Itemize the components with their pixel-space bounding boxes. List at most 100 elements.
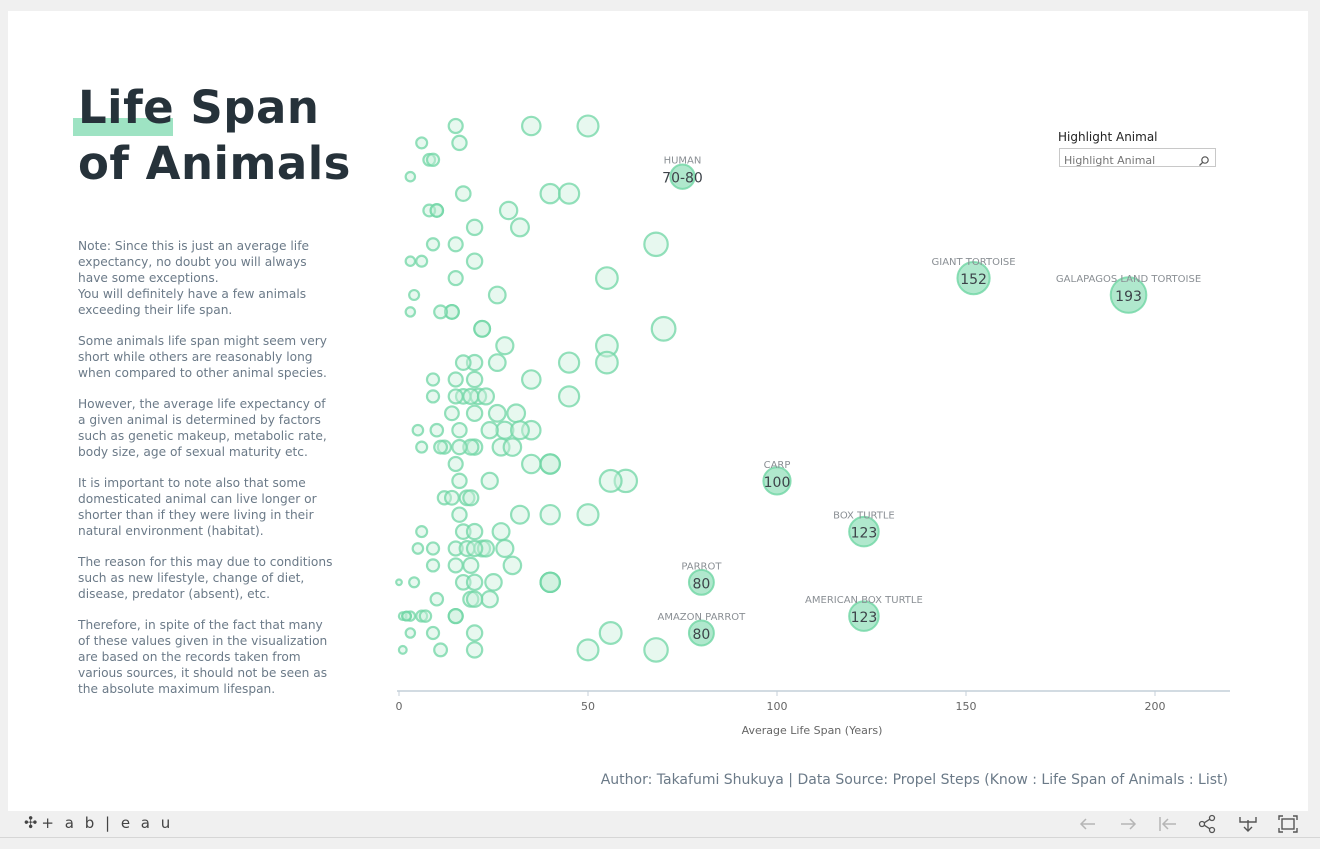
data-point[interactable] [594, 266, 619, 291]
data-point[interactable] [447, 117, 464, 135]
data-point[interactable] [487, 353, 507, 373]
data-point[interactable] [429, 591, 445, 607]
data-point[interactable] [576, 503, 600, 527]
data-point[interactable] [476, 387, 496, 406]
data-point[interactable] [454, 354, 472, 371]
data-point[interactable] [415, 254, 429, 268]
data-point[interactable] [447, 608, 464, 625]
data-point[interactable] [462, 387, 480, 406]
data-point[interactable] [465, 218, 484, 237]
data-point[interactable] [425, 152, 441, 167]
data-point-labeled[interactable] [956, 260, 991, 296]
data-point[interactable] [447, 388, 464, 405]
data-point[interactable] [484, 572, 503, 592]
data-point[interactable] [521, 453, 542, 475]
data-point[interactable] [521, 115, 542, 137]
data-point[interactable] [433, 304, 449, 320]
data-point[interactable] [465, 353, 484, 372]
data-point[interactable] [451, 506, 468, 523]
data-point[interactable] [465, 252, 484, 270]
data-point[interactable] [415, 525, 429, 539]
data-point-labeled[interactable] [762, 466, 792, 496]
data-point[interactable] [509, 420, 530, 441]
data-point[interactable] [447, 371, 464, 388]
data-point[interactable] [509, 504, 530, 525]
data-point[interactable] [506, 403, 527, 424]
data-point[interactable] [415, 136, 429, 150]
data-point[interactable] [447, 270, 464, 287]
data-point[interactable] [443, 405, 460, 422]
data-point[interactable] [447, 540, 464, 557]
search-icon[interactable] [1198, 152, 1210, 166]
share-icon[interactable] [1197, 814, 1219, 834]
data-point[interactable] [487, 285, 507, 305]
data-point-labeled[interactable] [687, 619, 715, 647]
data-point[interactable] [598, 468, 623, 493]
data-point[interactable] [454, 185, 472, 202]
fullscreen-icon[interactable] [1277, 814, 1299, 834]
data-point[interactable] [451, 472, 468, 490]
data-point[interactable] [643, 637, 669, 663]
data-point[interactable] [418, 609, 433, 623]
data-point[interactable] [487, 403, 507, 423]
data-point[interactable] [539, 571, 561, 594]
data-point[interactable] [539, 503, 561, 526]
data-point-labeled[interactable] [848, 600, 880, 632]
data-point[interactable] [462, 489, 480, 507]
data-point[interactable] [433, 642, 449, 658]
data-point[interactable] [397, 644, 408, 655]
tableau-logo[interactable]: ✣ + a b | e a u [24, 813, 173, 832]
data-point[interactable] [404, 306, 417, 318]
data-point[interactable] [576, 114, 600, 138]
data-point[interactable] [451, 421, 468, 439]
forward-arrow-icon[interactable] [1117, 814, 1139, 834]
data-point[interactable] [498, 200, 519, 221]
data-point[interactable] [473, 319, 492, 338]
data-point[interactable] [491, 522, 511, 542]
data-point[interactable] [557, 351, 581, 374]
data-point[interactable] [401, 610, 412, 622]
data-point[interactable] [594, 350, 619, 375]
data-point[interactable] [495, 336, 515, 356]
download-icon[interactable] [1237, 814, 1259, 834]
data-point[interactable] [408, 288, 421, 302]
data-point[interactable] [411, 423, 425, 437]
data-point[interactable] [465, 404, 484, 423]
data-point[interactable] [462, 438, 480, 456]
data-point[interactable] [425, 372, 441, 387]
data-point[interactable] [429, 422, 445, 438]
data-point[interactable] [425, 558, 441, 573]
data-point[interactable] [594, 333, 619, 358]
data-point[interactable] [443, 489, 460, 506]
data-point[interactable] [425, 541, 441, 556]
back-arrow-icon[interactable] [1077, 814, 1099, 834]
data-point[interactable] [425, 237, 441, 252]
data-point[interactable] [451, 438, 468, 456]
data-point[interactable] [480, 471, 499, 491]
data-point[interactable] [465, 522, 484, 541]
data-point[interactable] [462, 556, 480, 575]
data-point[interactable] [465, 624, 484, 642]
data-point[interactable] [408, 576, 421, 589]
data-point[interactable] [480, 590, 499, 609]
highlight-search-box[interactable] [1059, 148, 1216, 170]
data-point[interactable] [425, 625, 441, 641]
data-point[interactable] [436, 439, 453, 455]
data-point-labeled[interactable] [848, 515, 880, 548]
data-point[interactable] [539, 453, 561, 475]
reset-icon[interactable] [1157, 814, 1179, 834]
data-point[interactable] [521, 369, 542, 390]
data-point[interactable] [395, 578, 403, 587]
data-point[interactable] [411, 542, 425, 555]
data-point[interactable] [465, 590, 484, 608]
data-point[interactable] [447, 455, 464, 473]
data-point[interactable] [650, 315, 677, 342]
data-point[interactable] [429, 203, 445, 218]
data-point[interactable] [643, 231, 669, 258]
data-point[interactable] [557, 385, 581, 408]
data-point[interactable] [480, 421, 499, 440]
data-point[interactable] [502, 555, 523, 576]
data-point[interactable] [425, 389, 441, 404]
data-point[interactable] [465, 539, 484, 558]
